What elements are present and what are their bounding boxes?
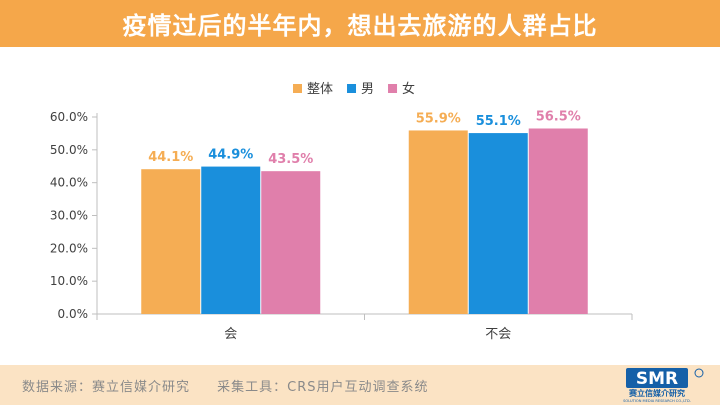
chart-area: 0.0% 10.0% 20.0% 30.0% 40.0% 50.0% 60.0% 44.1% 4… — [0, 47, 720, 365]
data-label: 44.9% — [208, 148, 253, 163]
logo-mark: SMR — [636, 369, 678, 389]
title-bar: 疫情过后的半年内，想出去旅游的人群占比 — [0, 0, 720, 47]
registered-icon — [694, 368, 704, 378]
logo-mark-bg — [626, 368, 688, 388]
bar-chart: 0.0% 10.0% 20.0% 30.0% 40.0% 50.0% 60.0% 44.1% 4… — [50, 81, 633, 342]
legend-swatch — [293, 84, 302, 93]
data-label: 43.5% — [268, 152, 313, 167]
y-tick-label: 50.0% — [50, 143, 88, 157]
data-label: 55.9% — [416, 111, 461, 126]
bar-女 — [528, 128, 588, 314]
data-label: 56.5% — [536, 109, 581, 124]
y-tick-label: 40.0% — [50, 176, 88, 190]
legend-label: 男 — [361, 82, 374, 97]
footer-bar: 数据来源：赛立信媒介研究 采集工具：CRS用户互动调查系统 — [0, 365, 720, 405]
x-category-label: 会 — [224, 327, 237, 342]
chart-title: 疫情过后的半年内，想出去旅游的人群占比 — [122, 12, 598, 40]
bar-女 — [261, 171, 321, 314]
y-tick-label: 0.0% — [58, 307, 89, 321]
legend-label: 整体 — [307, 82, 333, 97]
y-tick-label: 20.0% — [50, 241, 88, 255]
y-tick-label: 30.0% — [50, 209, 88, 223]
data-source-text: 数据来源：赛立信媒介研究 — [22, 380, 191, 395]
logo-subtitle: SOLUTION MEDIA RESEARCH CO.,LTD. — [623, 399, 691, 403]
data-label: 44.1% — [148, 150, 193, 165]
legend-swatch — [388, 84, 398, 93]
logo-name: 赛立信媒介研究 — [628, 388, 685, 398]
legend-swatch — [347, 84, 357, 93]
bar-男 — [468, 133, 528, 314]
bar-整体 — [141, 169, 201, 314]
y-tick-label: 60.0% — [50, 110, 88, 124]
data-label: 55.1% — [476, 114, 521, 129]
smr-logo: SMR 赛立信媒介研究 SOLUTION MEDIA RESEARCH CO.,… — [623, 368, 704, 403]
collection-tool-text: 采集工具：CRS用户互动调查系统 — [217, 380, 429, 395]
footer-text: 数据来源：赛立信媒介研究 采集工具：CRS用户互动调查系统 — [22, 376, 451, 395]
legend-label: 女 — [402, 81, 415, 97]
bar-整体 — [408, 130, 468, 314]
x-category-label: 不会 — [485, 327, 511, 342]
bar-男 — [201, 166, 261, 314]
y-tick-label: 10.0% — [50, 274, 88, 288]
